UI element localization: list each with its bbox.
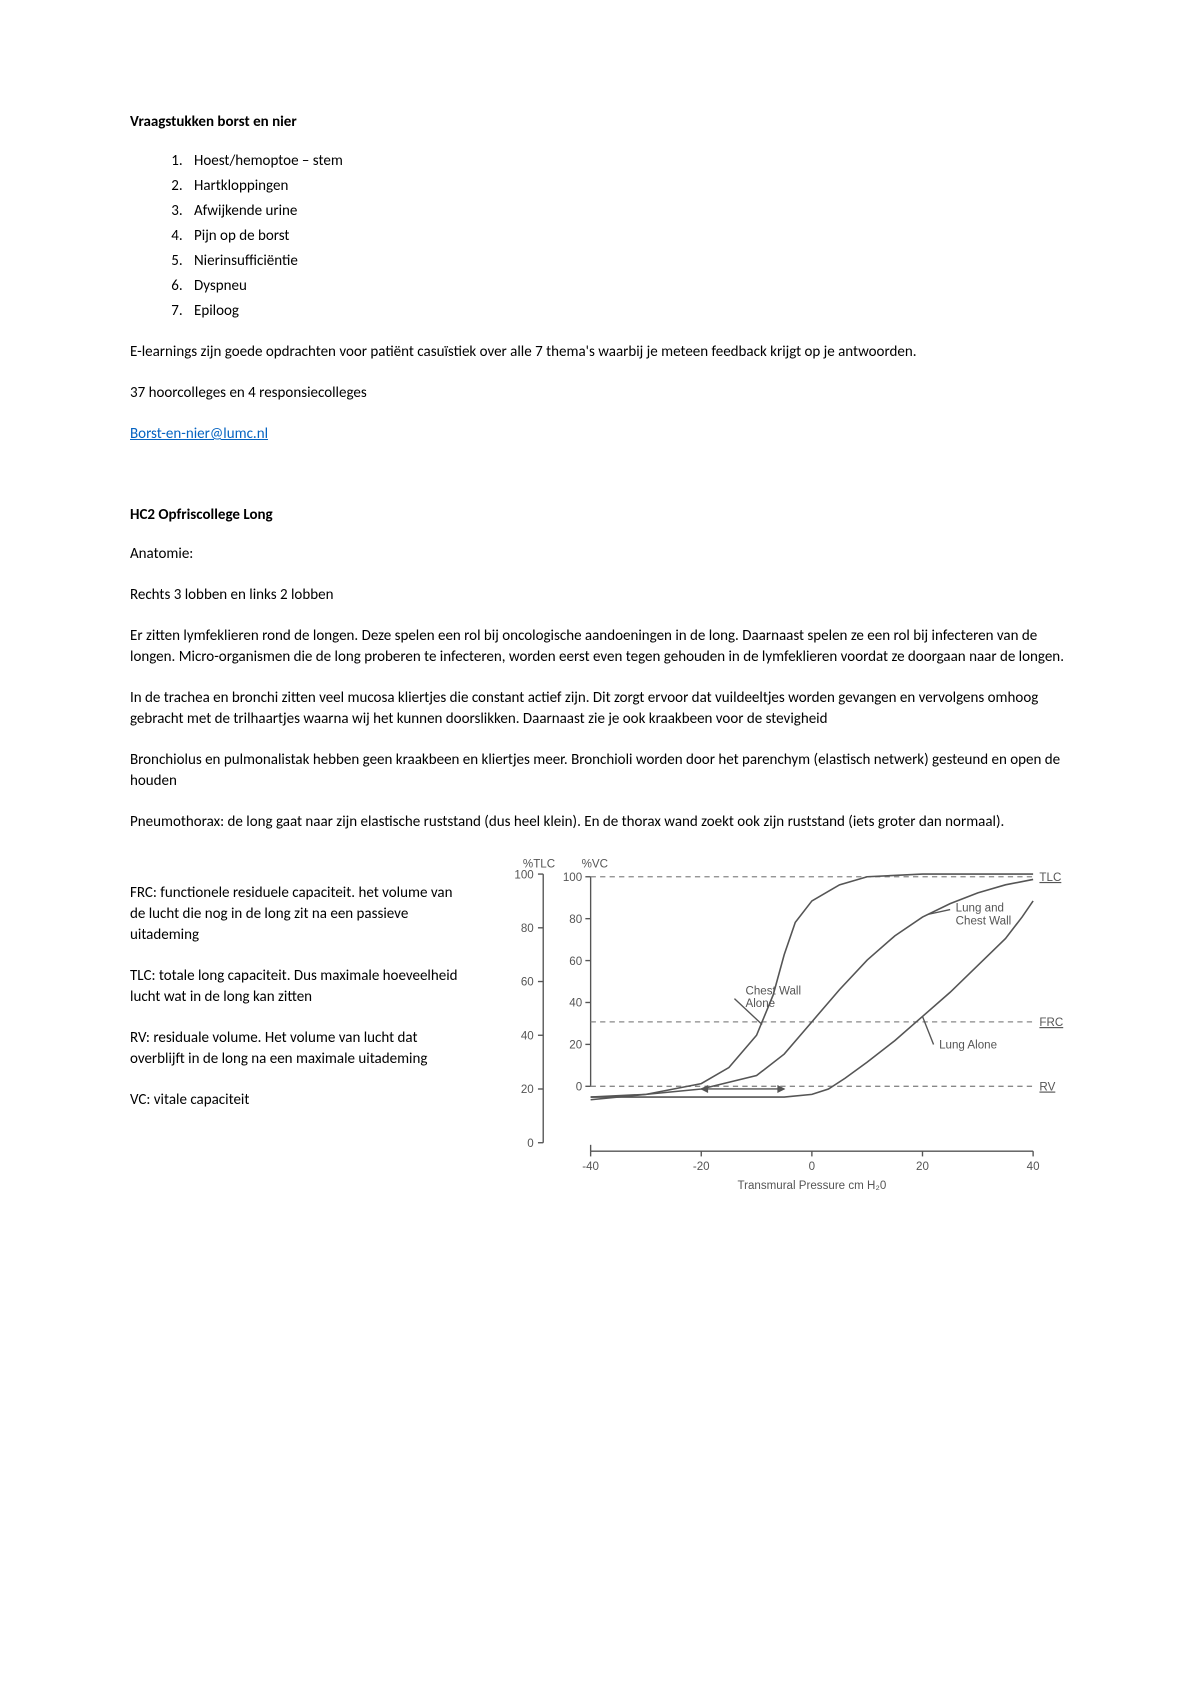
svg-text:Alone: Alone <box>746 998 776 1010</box>
svg-text:Transmural Pressure cm H₂0: Transmural Pressure cm H₂0 <box>737 1180 886 1192</box>
svg-text:20: 20 <box>521 1084 534 1096</box>
chart-column: %TLC020406080100%VC020406080100-40-20020… <box>480 853 1070 1218</box>
svg-text:80: 80 <box>521 923 534 935</box>
svg-text:60: 60 <box>521 977 534 989</box>
svg-text:Lung and: Lung and <box>956 903 1004 915</box>
svg-text:RV: RV <box>1039 1082 1055 1094</box>
definition-tlc: TLC: totale long capaciteit. Dus maximal… <box>130 966 460 1008</box>
definition-rv: RV: residuale volume. Het volume van luc… <box>130 1028 460 1070</box>
subheading: Anatomie: <box>130 544 1070 565</box>
svg-text:40: 40 <box>1027 1161 1040 1173</box>
page-title: Vraagstukken borst en nier <box>130 112 1070 133</box>
body-paragraph: Rechts 3 lobben en links 2 lobben <box>130 585 1070 606</box>
svg-text:%VC: %VC <box>582 859 608 871</box>
svg-text:0: 0 <box>576 1082 582 1094</box>
section-title: HC2 Opfriscollege Long <box>130 505 1070 526</box>
email-link[interactable]: Borst-en-nier@lumc.nl <box>130 425 268 443</box>
document-page: Vraagstukken borst en nier Hoest/hemopto… <box>0 0 1200 1698</box>
definitions-and-chart-row: FRC: functionele residuele capaciteit. h… <box>130 853 1070 1218</box>
svg-text:TLC: TLC <box>1039 872 1061 884</box>
svg-text:80: 80 <box>569 914 582 926</box>
pressure-volume-chart: %TLC020406080100%VC020406080100-40-20020… <box>480 853 1070 1211</box>
svg-text:Chest Wall: Chest Wall <box>956 915 1012 927</box>
svg-text:0: 0 <box>527 1138 533 1150</box>
svg-text:0: 0 <box>809 1161 815 1173</box>
list-item: Epiloog <box>186 301 1070 322</box>
svg-text:40: 40 <box>521 1030 534 1042</box>
intro-paragraph: 37 hoorcolleges en 4 responsiecolleges <box>130 383 1070 404</box>
svg-text:-40: -40 <box>582 1161 599 1173</box>
svg-text:Lung Alone: Lung Alone <box>939 1040 997 1052</box>
definitions-column: FRC: functionele residuele capaciteit. h… <box>130 853 460 1111</box>
svg-text:60: 60 <box>569 956 582 968</box>
list-item: Hartkloppingen <box>186 176 1070 197</box>
svg-text:-20: -20 <box>693 1161 710 1173</box>
body-paragraph: Pneumothorax: de long gaat naar zijn ela… <box>130 812 1070 833</box>
body-paragraph: In de trachea en bronchi zitten veel muc… <box>130 688 1070 730</box>
list-item: Hoest/hemoptoe – stem <box>186 151 1070 172</box>
topic-list: Hoest/hemoptoe – stem Hartkloppingen Afw… <box>130 151 1070 322</box>
body-paragraph: Er zitten lymfeklieren rond de longen. D… <box>130 626 1070 668</box>
body-paragraph: Bronchiolus en pulmonalistak hebben geen… <box>130 750 1070 792</box>
svg-text:FRC: FRC <box>1039 1017 1063 1029</box>
svg-text:20: 20 <box>569 1040 582 1052</box>
svg-text:40: 40 <box>569 998 582 1010</box>
svg-text:100: 100 <box>514 869 533 881</box>
list-item: Pijn op de borst <box>186 226 1070 247</box>
svg-text:20: 20 <box>916 1161 929 1173</box>
list-item: Dyspneu <box>186 276 1070 297</box>
list-item: Afwijkende urine <box>186 201 1070 222</box>
definition-frc: FRC: functionele residuele capaciteit. h… <box>130 883 460 946</box>
list-item: Nierinsufficiëntie <box>186 251 1070 272</box>
svg-text:Chest Wall: Chest Wall <box>746 985 802 997</box>
intro-paragraph: E-learnings zijn goede opdrachten voor p… <box>130 342 1070 363</box>
definition-vc: VC: vitale capaciteit <box>130 1090 460 1111</box>
svg-text:100: 100 <box>563 872 582 884</box>
